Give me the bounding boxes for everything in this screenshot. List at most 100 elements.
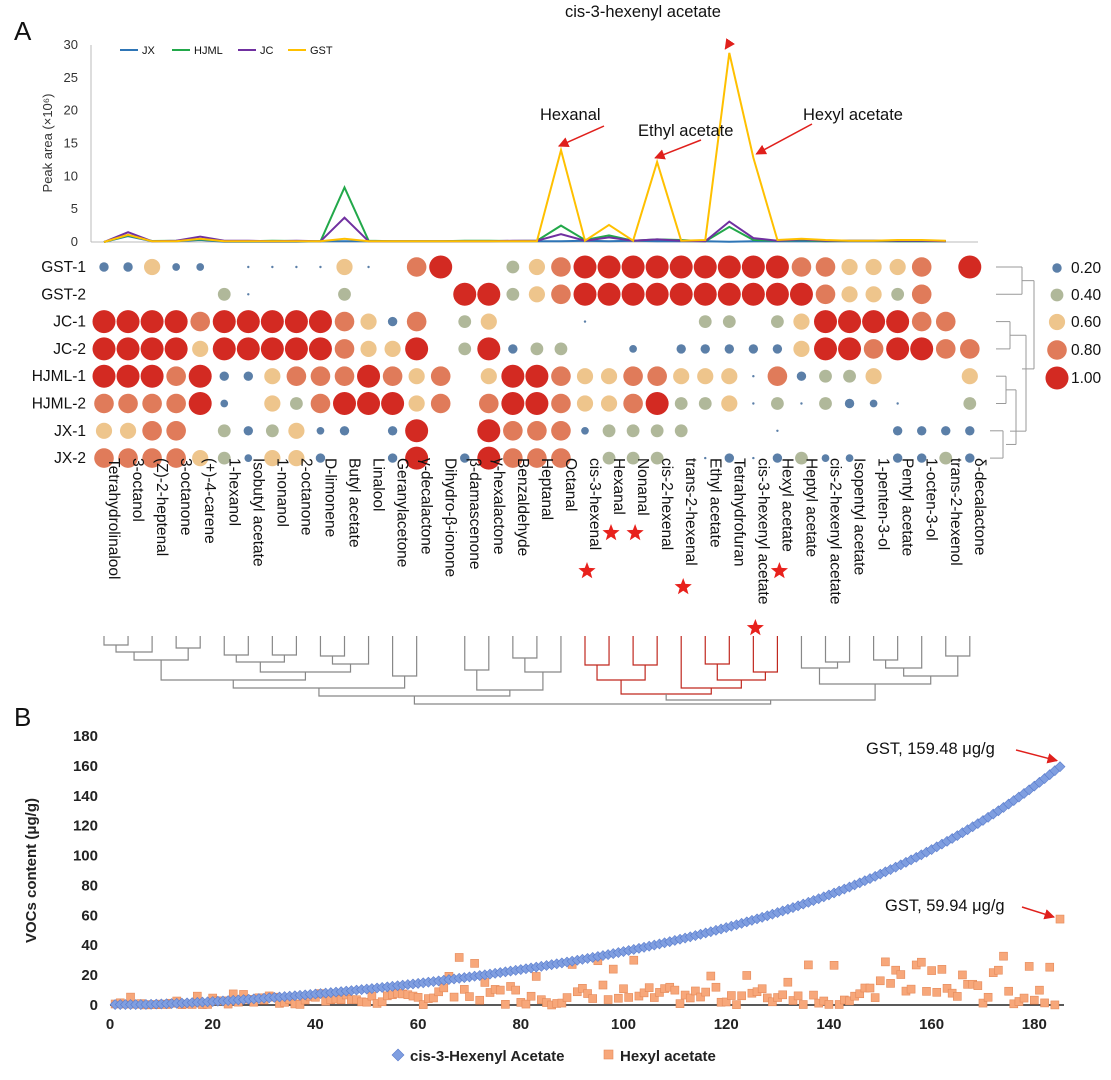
hexyl-acetate-point — [521, 999, 531, 1009]
hexyl-acetate-point — [737, 991, 746, 1001]
hexyl-acetate-point — [701, 987, 710, 997]
bubble — [551, 257, 571, 277]
dendrogram-branch — [103, 636, 129, 646]
bubble — [626, 451, 640, 465]
row-label-gst-2: GST-2 — [41, 286, 86, 303]
bubble — [600, 368, 618, 385]
column-label: β-damascenone — [466, 458, 483, 569]
bubble — [271, 265, 274, 269]
bubble — [576, 368, 594, 385]
size-legend-label: 0.40 — [1071, 287, 1102, 304]
bubble — [551, 393, 571, 414]
cis-3-hexenyl-acetate-point — [1054, 761, 1066, 773]
bubble-heatmap: GST-1 GST-2 JC-1 JC-2 HJML-1 HJML-2 JX-1 JX-2 Te… — [32, 255, 1102, 636]
bubble — [551, 421, 571, 441]
hexyl-acetate-point — [639, 988, 649, 998]
bubble — [430, 366, 451, 387]
dendrogram-branch — [476, 670, 544, 691]
bubble — [123, 262, 133, 272]
column-label: 2-octanone — [297, 458, 314, 536]
hexyl-acetate-point — [932, 987, 942, 997]
bubble — [116, 337, 140, 361]
dendrogram-branch — [903, 656, 959, 677]
hexyl-acetate-point — [896, 970, 906, 979]
column-label: Octanal — [562, 458, 579, 511]
bubble — [676, 344, 686, 354]
bubble — [334, 311, 355, 332]
bubble — [190, 311, 210, 332]
dendrogram-branch — [704, 636, 730, 665]
size-legend-bubble — [1050, 288, 1064, 302]
x-tick-label: 100 — [611, 1016, 636, 1033]
row-label-jx-1: JX-1 — [54, 423, 86, 440]
bubble — [530, 342, 544, 356]
bubble — [765, 255, 789, 279]
hexyl-acetate-point — [845, 996, 854, 1006]
bubble — [673, 368, 690, 385]
bubble — [621, 255, 645, 279]
bubble — [243, 371, 253, 381]
bubble — [92, 364, 116, 388]
bubble — [960, 339, 980, 359]
bubble — [405, 419, 429, 443]
bubble — [164, 310, 188, 334]
hexyl-acetate-point — [531, 972, 541, 981]
bubble — [265, 424, 279, 438]
bubble — [650, 424, 664, 438]
hexyl-acetate-point — [732, 1000, 741, 1009]
hexyl-acetate-point — [1045, 962, 1055, 972]
bubble — [623, 393, 643, 414]
hexyl-acetate-point — [855, 989, 865, 999]
bubble — [357, 392, 381, 415]
bubble — [188, 364, 212, 388]
legend-label-gst: GST — [310, 45, 333, 57]
hexyl-acetate-point — [881, 957, 890, 967]
bubble — [961, 368, 978, 385]
legend-label-hexyl: Hexyl acetate — [620, 1048, 716, 1065]
peak-area-line-chart: 0 5 10 15 20 25 30 Peak area (×10⁶) JX HJML JC GST c… — [40, 3, 978, 249]
row-label-gst-1: GST-1 — [41, 259, 86, 276]
bubble — [844, 398, 855, 409]
bubble — [771, 397, 784, 410]
bubble — [841, 286, 858, 303]
dendrogram-branch — [620, 680, 712, 695]
bubble — [508, 344, 518, 354]
hexyl-acetate-point — [526, 991, 536, 1001]
dendrogram-branch — [584, 636, 610, 666]
bubble — [527, 448, 547, 468]
bubble — [693, 255, 717, 279]
bubble — [965, 426, 975, 436]
bubble — [99, 262, 109, 272]
column-label: 1-nonanol — [273, 458, 290, 527]
bubble — [621, 282, 645, 306]
bubble — [94, 393, 114, 414]
bubble — [767, 366, 788, 387]
bubble — [286, 366, 307, 387]
bubble — [645, 392, 669, 415]
bubble — [264, 395, 281, 412]
bubble — [95, 422, 113, 439]
bubble — [188, 392, 212, 415]
bubble — [192, 450, 209, 467]
bubble — [118, 393, 138, 414]
bubble — [935, 339, 956, 359]
y-tick-label: 5 — [71, 201, 78, 216]
hexyl-acetate-point — [418, 1000, 428, 1009]
size-legend-label: 0.60 — [1071, 314, 1102, 331]
hexyl-acetate-point — [798, 1000, 808, 1009]
hexyl-acetate-point — [942, 984, 952, 993]
bubble — [116, 364, 140, 388]
column-label: 3-octanone — [177, 458, 194, 536]
column-label: Linalool — [370, 458, 387, 511]
size-legend-bubble — [1047, 340, 1067, 360]
bubble — [869, 399, 878, 408]
hexyl-acetate-point — [1050, 1000, 1060, 1010]
hexyl-acetate-point — [562, 993, 572, 1002]
bubble — [772, 344, 783, 354]
bubble — [697, 368, 714, 385]
y-tick-label: 80 — [81, 877, 98, 894]
bubble — [260, 337, 284, 361]
hexyl-acetate-point — [501, 1000, 510, 1009]
x-tick-label: 40 — [307, 1016, 324, 1033]
significance-star-icon — [746, 619, 764, 636]
